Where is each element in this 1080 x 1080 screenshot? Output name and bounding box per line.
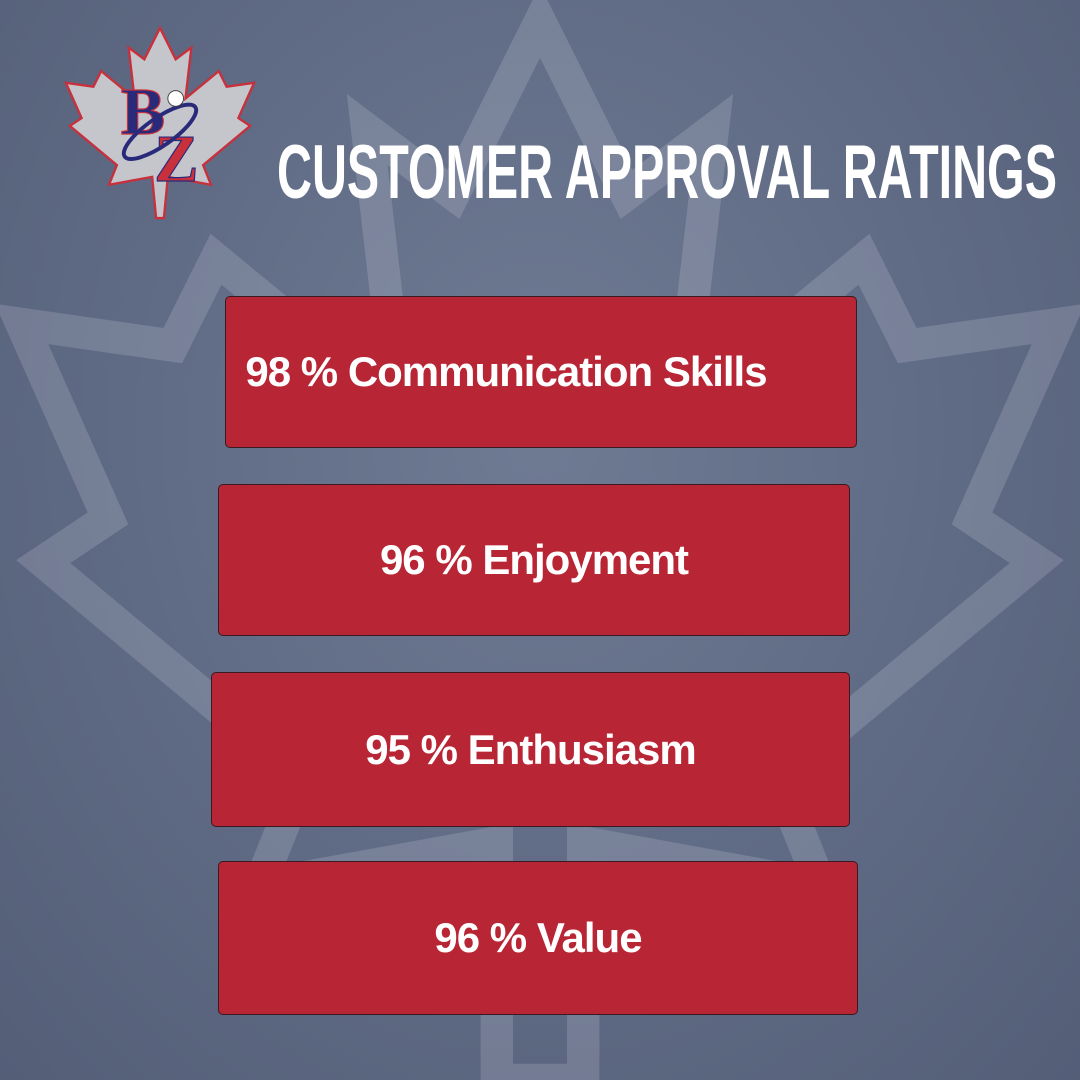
rating-enthusiasm: 95 % Enthusiasm	[211, 672, 850, 827]
rating-label: 96 % Enjoyment	[379, 536, 689, 583]
rating-enjoyment: 96 % Enjoyment	[218, 484, 850, 636]
rating-label: 96 % Value	[434, 914, 642, 961]
page-title: CUSTOMER APPROVAL RATINGS	[277, 132, 1057, 208]
rating-value: 96 % Value	[218, 861, 858, 1015]
rating-label: 95 % Enthusiasm	[365, 725, 696, 773]
svg-text:B: B	[121, 76, 165, 149]
brand-logo: B Z	[63, 25, 257, 220]
rating-label: 98 % Communication Skills	[245, 348, 767, 395]
rating-communication: 98 % Communication Skills	[225, 296, 857, 448]
svg-text:Z: Z	[154, 123, 198, 196]
page-title-wrapper: CUSTOMER APPROVAL RATINGS	[277, 132, 1057, 208]
